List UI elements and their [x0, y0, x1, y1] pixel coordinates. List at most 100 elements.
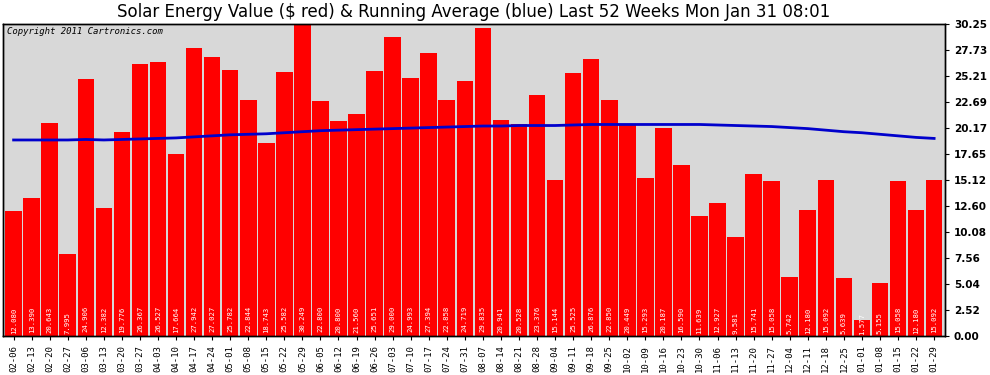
- Text: 22.844: 22.844: [246, 306, 251, 332]
- Text: 17.664: 17.664: [173, 307, 179, 333]
- Text: 27.394: 27.394: [426, 306, 432, 332]
- Text: 29.000: 29.000: [390, 306, 396, 332]
- Text: 26.367: 26.367: [137, 306, 143, 332]
- Text: 12.927: 12.927: [715, 307, 721, 333]
- Text: 21.560: 21.560: [353, 306, 359, 333]
- Bar: [637, 178, 653, 336]
- Text: 12.080: 12.080: [11, 307, 17, 333]
- Text: 5.155: 5.155: [877, 312, 883, 334]
- Text: 22.858: 22.858: [444, 306, 449, 332]
- Bar: [5, 211, 22, 336]
- Text: 11.639: 11.639: [697, 308, 703, 334]
- Bar: [294, 24, 311, 336]
- Text: 18.743: 18.743: [263, 307, 269, 333]
- Text: 9.581: 9.581: [733, 312, 739, 334]
- Bar: [474, 28, 491, 336]
- Bar: [402, 78, 419, 336]
- Bar: [565, 72, 581, 336]
- Bar: [853, 320, 870, 336]
- Text: 20.800: 20.800: [336, 306, 342, 333]
- Text: 5.742: 5.742: [787, 312, 793, 334]
- Text: 7.995: 7.995: [64, 312, 70, 334]
- Bar: [926, 180, 942, 336]
- Bar: [546, 180, 563, 336]
- Bar: [204, 57, 221, 336]
- Bar: [619, 125, 636, 336]
- Bar: [258, 142, 274, 336]
- Text: 12.382: 12.382: [101, 307, 107, 333]
- Bar: [709, 203, 726, 336]
- Text: 29.835: 29.835: [480, 305, 486, 332]
- Text: 25.525: 25.525: [570, 306, 576, 332]
- Text: 24.906: 24.906: [83, 306, 89, 332]
- Bar: [240, 100, 256, 336]
- Text: 27.027: 27.027: [209, 306, 215, 332]
- Text: 20.528: 20.528: [516, 306, 522, 333]
- Text: 19.776: 19.776: [119, 306, 125, 333]
- Bar: [421, 53, 437, 336]
- Bar: [384, 37, 401, 336]
- Bar: [348, 114, 365, 336]
- Bar: [167, 154, 184, 336]
- Text: 15.058: 15.058: [768, 307, 774, 333]
- Bar: [818, 180, 835, 336]
- Text: 1.577: 1.577: [859, 313, 865, 334]
- Text: 20.941: 20.941: [498, 306, 504, 333]
- Text: 15.058: 15.058: [895, 307, 901, 333]
- Text: 25.782: 25.782: [227, 306, 234, 332]
- Bar: [24, 198, 40, 336]
- Text: 16.590: 16.590: [678, 307, 684, 333]
- Text: 27.942: 27.942: [191, 306, 197, 332]
- Bar: [59, 254, 76, 336]
- Text: 15.741: 15.741: [750, 307, 756, 333]
- Title: Solar Energy Value ($ red) & Running Average (blue) Last 52 Weeks Mon Jan 31 08:: Solar Energy Value ($ red) & Running Ave…: [117, 3, 831, 21]
- Text: 12.180: 12.180: [805, 307, 811, 333]
- Text: 22.850: 22.850: [606, 306, 612, 332]
- Text: 25.582: 25.582: [281, 306, 287, 332]
- Bar: [439, 100, 455, 336]
- Bar: [673, 165, 690, 336]
- Bar: [222, 70, 239, 336]
- Bar: [456, 81, 473, 336]
- Text: 23.376: 23.376: [534, 306, 540, 332]
- Text: 25.651: 25.651: [371, 306, 377, 332]
- Bar: [77, 79, 94, 336]
- Text: 26.527: 26.527: [155, 306, 161, 332]
- Bar: [529, 95, 545, 336]
- Bar: [763, 181, 780, 336]
- Text: 15.144: 15.144: [552, 307, 558, 333]
- Bar: [186, 48, 202, 336]
- Text: 15.092: 15.092: [823, 307, 829, 333]
- Text: 20.643: 20.643: [47, 306, 52, 333]
- Bar: [331, 122, 346, 336]
- Bar: [511, 124, 528, 336]
- Bar: [655, 128, 671, 336]
- Bar: [908, 210, 925, 336]
- Bar: [781, 277, 798, 336]
- Bar: [493, 120, 509, 336]
- Text: 30.249: 30.249: [299, 305, 305, 332]
- Bar: [745, 174, 762, 336]
- Bar: [583, 58, 600, 336]
- Bar: [132, 64, 148, 336]
- Text: 20.187: 20.187: [660, 306, 666, 333]
- Bar: [836, 278, 852, 336]
- Bar: [601, 100, 618, 336]
- Bar: [800, 210, 816, 336]
- Text: Copyright 2011 Cartronics.com: Copyright 2011 Cartronics.com: [8, 27, 163, 36]
- Bar: [366, 71, 383, 336]
- Bar: [871, 283, 888, 336]
- Bar: [42, 123, 58, 336]
- Text: 24.719: 24.719: [462, 306, 468, 332]
- Text: 13.390: 13.390: [29, 307, 35, 333]
- Bar: [890, 181, 906, 336]
- Bar: [276, 72, 293, 336]
- Text: 20.449: 20.449: [625, 306, 631, 333]
- Text: 22.800: 22.800: [318, 306, 324, 332]
- Bar: [114, 132, 131, 336]
- Text: 15.092: 15.092: [932, 307, 938, 333]
- Bar: [312, 101, 329, 336]
- Text: 15.293: 15.293: [643, 307, 648, 333]
- Text: 24.993: 24.993: [408, 306, 414, 332]
- Bar: [728, 237, 743, 336]
